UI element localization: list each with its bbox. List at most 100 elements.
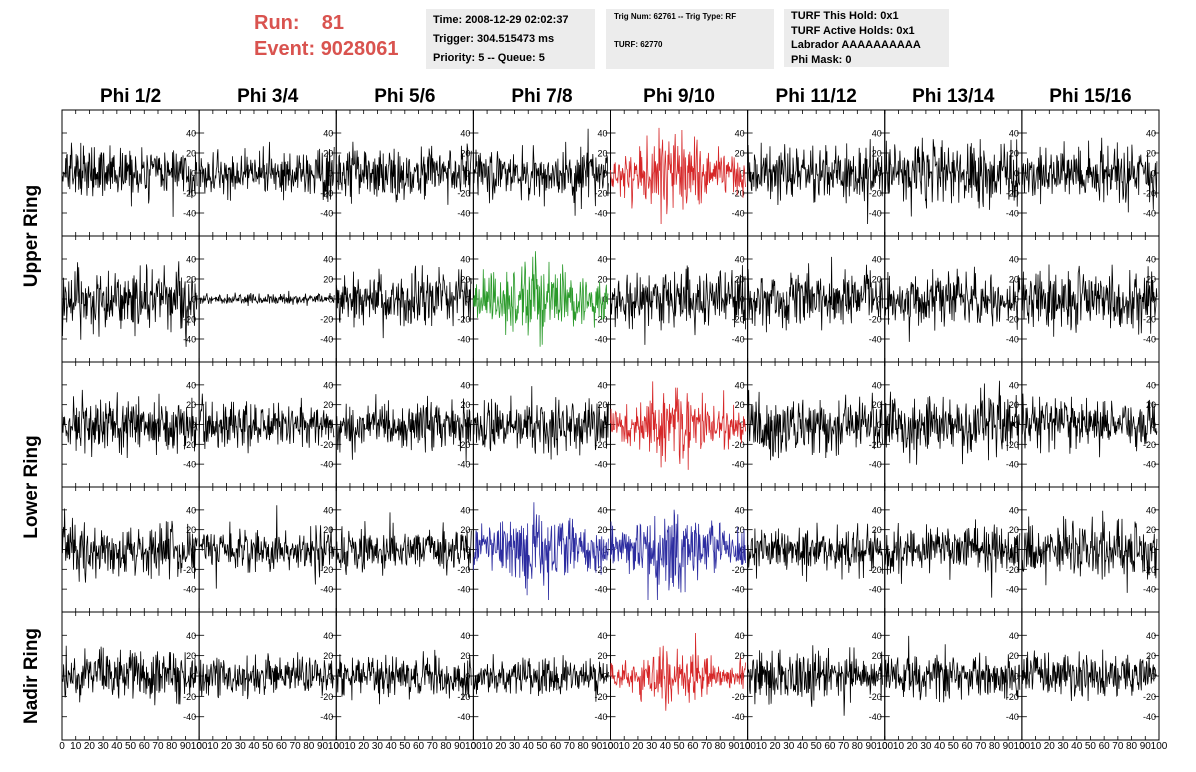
x-tick-label: 40 (523, 741, 535, 752)
y-tick-label: 40 (872, 631, 882, 641)
y-tick-label: 20 (1146, 651, 1156, 661)
waveform-trace (747, 522, 884, 582)
y-tick-label: -20 (183, 692, 196, 702)
y-tick-label: 40 (597, 380, 607, 390)
y-tick-label: 20 (186, 525, 196, 535)
y-tick-label: 0 (740, 169, 745, 179)
y-tick-label: -40 (1006, 209, 1019, 219)
waveform-trace (610, 265, 746, 345)
turf-this-hold: TURF This Hold: 0x1 (791, 10, 899, 22)
y-tick-label: -40 (869, 712, 882, 722)
y-tick-label: 20 (1009, 275, 1019, 285)
y-tick-label: -20 (732, 692, 745, 702)
x-tick-label: 10 (619, 741, 631, 752)
y-tick-label: 0 (191, 169, 196, 179)
y-tick-label: -20 (320, 565, 333, 575)
x-tick-label: 70 (975, 741, 987, 752)
y-tick-label: -20 (320, 692, 333, 702)
y-tick-label: -20 (457, 565, 470, 575)
y-tick-label: -40 (457, 712, 470, 722)
y-tick-label: 40 (323, 380, 333, 390)
x-tick-label: 20 (907, 741, 919, 752)
y-tick-label: 20 (735, 525, 745, 535)
waveform-trace (473, 386, 609, 460)
y-tick-label: -20 (594, 315, 607, 325)
y-tick-label: 20 (186, 651, 196, 661)
x-tick-label: 40 (660, 741, 672, 752)
x-tick-label: 100 (1014, 741, 1031, 752)
y-tick-label: 40 (186, 631, 196, 641)
waveform-trace (884, 266, 1021, 342)
y-tick-label: 40 (1146, 255, 1156, 265)
y-tick-label: -20 (320, 440, 333, 450)
y-tick-label: 0 (1014, 672, 1019, 682)
trigger-text: Trigger: 304.515473 ms (433, 33, 555, 45)
y-tick-label: 0 (602, 545, 607, 555)
x-tick-label: 60 (139, 741, 151, 752)
y-tick-label: 20 (460, 149, 470, 159)
y-tick-label: 20 (1009, 400, 1019, 410)
waveform-trace (335, 394, 472, 463)
y-tick-label: 40 (735, 505, 745, 515)
y-tick-label: 0 (1151, 545, 1156, 555)
x-tick-label: 90 (180, 741, 192, 752)
y-tick-label: 0 (191, 295, 196, 305)
x-tick-label: 100 (739, 741, 756, 752)
panel-frame (198, 109, 337, 237)
x-tick-label: 80 (989, 741, 1001, 752)
y-tick-label: 40 (597, 631, 607, 641)
y-tick-label: -40 (594, 335, 607, 345)
x-tick-label: 60 (1099, 741, 1111, 752)
waveform-trace (198, 393, 335, 454)
waveform-trace (747, 645, 884, 716)
y-tick-label: -20 (1006, 565, 1019, 575)
labrador-text: Labrador AAAAAAAAAA (791, 39, 921, 51)
waveform-trace (610, 632, 746, 711)
y-tick-label: -40 (732, 712, 745, 722)
x-tick-label: 0 (1019, 741, 1025, 752)
y-tick-label: 20 (1146, 400, 1156, 410)
x-tick-label: 50 (262, 741, 274, 752)
priority-text: Priority: 5 -- Queue: 5 (433, 52, 545, 64)
x-tick-label: 40 (1071, 741, 1083, 752)
y-tick-label: 40 (460, 380, 470, 390)
x-tick-label: 10 (482, 741, 494, 752)
x-tick-label: 100 (191, 741, 208, 752)
y-tick-label: 40 (1009, 129, 1019, 139)
x-tick-label: 20 (769, 741, 781, 752)
y-tick-label: -20 (183, 440, 196, 450)
x-tick-label: 70 (701, 741, 713, 752)
x-tick-label: 50 (399, 741, 411, 752)
x-tick-label: 60 (550, 741, 562, 752)
x-tick-label: 10 (344, 741, 356, 752)
waveform-trace (610, 381, 746, 470)
y-tick-label: 0 (328, 545, 333, 555)
y-tick-label: -40 (320, 712, 333, 722)
x-tick-label: 100 (465, 741, 482, 752)
y-tick-label: 20 (186, 275, 196, 285)
y-tick-label: -40 (1143, 712, 1156, 722)
y-tick-label: -20 (594, 189, 607, 199)
x-tick-label: 80 (166, 741, 178, 752)
x-tick-label: 50 (1085, 741, 1097, 752)
x-tick-label: 10 (756, 741, 768, 752)
phi-mask-text: Phi Mask: 0 (791, 53, 852, 66)
waveform-trace (884, 635, 1021, 703)
x-tick-label: 80 (578, 741, 590, 752)
y-tick-label: -40 (457, 209, 470, 219)
y-tick-label: 0 (191, 672, 196, 682)
x-tick-label: 60 (413, 741, 425, 752)
x-tick-label: 50 (125, 741, 137, 752)
y-tick-label: 40 (1146, 631, 1156, 641)
